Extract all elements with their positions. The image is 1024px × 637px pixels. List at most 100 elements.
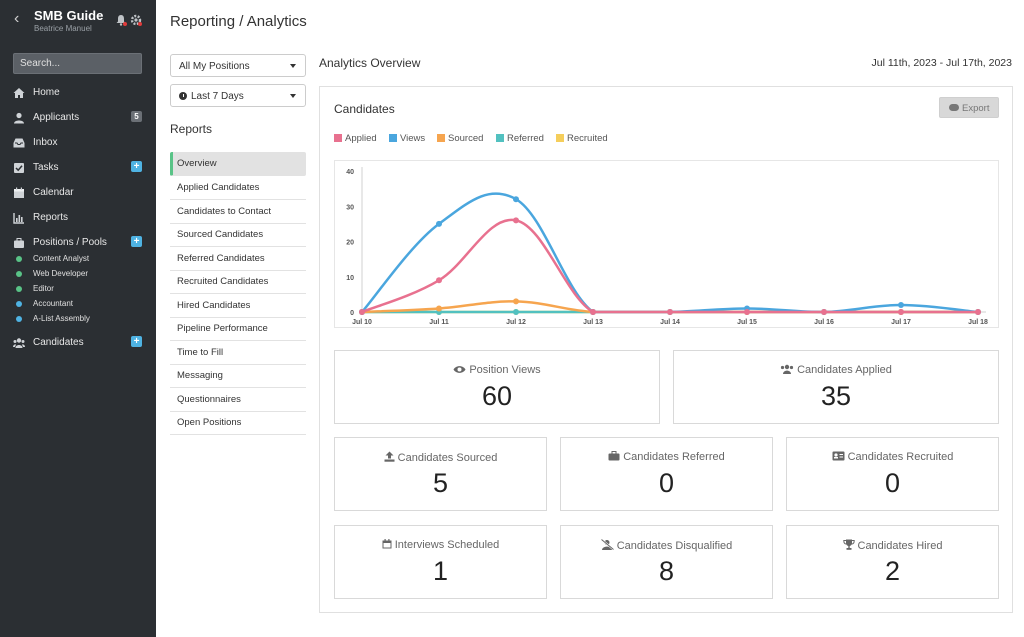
nav-item-inbox[interactable]: Inbox: [0, 134, 156, 154]
stat-value: 5: [432, 468, 449, 498]
pool-status-dot: [16, 301, 22, 307]
add-candidate-button[interactable]: +: [131, 336, 142, 347]
pool-item-web-developer[interactable]: Web Developer: [0, 267, 156, 281]
stat-label-row: Candidates Sourced: [335, 451, 546, 464]
stat-label: Candidates Referred: [623, 451, 725, 463]
stat-value: 60: [481, 381, 513, 411]
legend-label: Views: [400, 133, 426, 144]
inbox-icon: [13, 138, 25, 148]
app-title: SMB Guide: [34, 8, 104, 23]
add-task-button[interactable]: +: [131, 161, 142, 172]
stat-label-row: Candidates Hired: [787, 539, 998, 552]
data-point-sourced: [436, 305, 442, 312]
pool-status-dot: [16, 271, 22, 277]
stat-card-candidates-recruited: Candidates Recruited 0: [786, 437, 999, 511]
pool-label: Editor: [33, 284, 54, 293]
nav-item-home[interactable]: Home: [0, 84, 156, 104]
page-title: Reporting / Analytics: [170, 13, 307, 30]
stat-label: Interviews Scheduled: [394, 539, 500, 551]
nav-label: Home: [33, 87, 60, 98]
nav-label: Positions / Pools: [33, 237, 107, 248]
pool-status-dot: [16, 286, 22, 292]
nav-item-candidates[interactable]: Candidates +: [0, 334, 156, 354]
report-overview[interactable]: Overview: [170, 152, 306, 176]
calendar-icon: [382, 539, 392, 549]
stat-label: Candidates Disqualified: [616, 540, 733, 552]
legend-label: Referred: [507, 133, 544, 144]
chart-icon: [13, 213, 24, 224]
stat-label: Candidates Applied: [797, 364, 892, 376]
positions-filter-value: All My Positions: [179, 61, 250, 72]
back-icon[interactable]: ‹: [14, 10, 20, 27]
user-icon: [14, 112, 24, 124]
y-tick-label: 0: [350, 310, 354, 317]
pool-item-accountant[interactable]: Accountant: [0, 297, 156, 311]
report-applied-candidates[interactable]: Applied Candidates: [170, 176, 306, 200]
nav-label: Applicants: [33, 112, 80, 123]
candidates-panel: Candidates Export Applied Views Sourced …: [319, 86, 1013, 613]
report-recruited-candidates[interactable]: Recruited Candidates: [170, 270, 306, 294]
stat-label-row: Interviews Scheduled: [335, 539, 546, 551]
export-label: Export: [962, 103, 990, 114]
report-open-positions[interactable]: Open Positions: [170, 411, 306, 435]
nav-item-calendar[interactable]: Calendar: [0, 184, 156, 204]
report-sourced-candidates[interactable]: Sourced Candidates: [170, 223, 306, 247]
period-filter-value: Last 7 Days: [191, 91, 244, 102]
upload-icon: [384, 451, 395, 462]
nav-item-tasks[interactable]: Tasks +: [0, 159, 156, 179]
caret-down-icon: [290, 64, 296, 68]
data-point-referred: [513, 309, 519, 315]
report-referred-candidates[interactable]: Referred Candidates: [170, 247, 306, 271]
positions-filter-select[interactable]: All My Positions: [170, 54, 306, 77]
stat-card-position-views: Position Views 60: [334, 350, 660, 424]
data-point-applied: [667, 309, 673, 315]
pool-label: A-List Assembly: [33, 314, 90, 323]
nav-item-applicants[interactable]: Applicants 5: [0, 109, 156, 129]
cloud-download-icon: [949, 104, 959, 111]
tasks-icon: [14, 163, 24, 173]
legend-label: Recruited: [567, 133, 608, 144]
pool-label: Content Analyst: [33, 254, 90, 263]
data-point-views: [436, 220, 442, 227]
report-questionnaires[interactable]: Questionnaires: [170, 388, 306, 412]
stat-card-candidates-sourced: Candidates Sourced 5: [334, 437, 547, 511]
nav-item-reports[interactable]: Reports: [0, 209, 156, 229]
data-point-applied: [513, 217, 519, 224]
search-input[interactable]: [13, 53, 142, 74]
trophy-icon: [842, 539, 855, 550]
export-button[interactable]: Export: [939, 97, 999, 118]
stat-label-row: Candidates Recruited: [787, 451, 998, 463]
sidebar-header: ‹ SMB Guide Beatrice Manuel: [0, 0, 156, 46]
sidebar: ‹ SMB Guide Beatrice Manuel Home Applica…: [0, 0, 156, 637]
bell-icon[interactable]: [115, 14, 127, 26]
pool-status-dot: [16, 256, 22, 262]
pool-item-content-analyst[interactable]: Content Analyst: [0, 252, 156, 266]
report-pipeline-performance[interactable]: Pipeline Performance: [170, 317, 306, 341]
y-tick-label: 20: [346, 240, 354, 247]
nav-label: Inbox: [33, 137, 58, 148]
nav-label: Tasks: [33, 162, 59, 173]
user-slash-icon: [600, 538, 614, 551]
clock-icon: [179, 92, 187, 100]
report-messaging[interactable]: Messaging: [170, 364, 306, 388]
reports-heading: Reports: [170, 122, 213, 136]
report-time-to-fill[interactable]: Time to Fill: [170, 341, 306, 365]
stat-label-row: Candidates Referred: [561, 451, 772, 463]
y-tick-label: 40: [346, 169, 354, 176]
briefcase-icon: [14, 238, 24, 248]
legend-label: Sourced: [448, 133, 484, 144]
report-candidates-to-contact[interactable]: Candidates to Contact: [170, 200, 306, 224]
add-position-button[interactable]: +: [131, 236, 142, 247]
pool-item-a-list-assembly[interactable]: A-List Assembly: [0, 312, 156, 326]
pool-item-editor[interactable]: Editor: [0, 282, 156, 296]
period-filter-select[interactable]: Last 7 Days: [170, 84, 306, 107]
x-tick-label: Jul 10: [352, 319, 372, 326]
stat-value: 0: [658, 468, 675, 498]
gear-icon[interactable]: [130, 14, 142, 26]
users-icon: [13, 338, 25, 348]
nav-item-positions-pools[interactable]: Positions / Pools +: [0, 234, 156, 254]
legend-label: Applied: [345, 133, 377, 144]
x-tick-label: Jul 15: [737, 319, 757, 326]
report-hired-candidates[interactable]: Hired Candidates: [170, 294, 306, 318]
stat-card-interviews-scheduled: Interviews Scheduled 1: [334, 525, 547, 599]
